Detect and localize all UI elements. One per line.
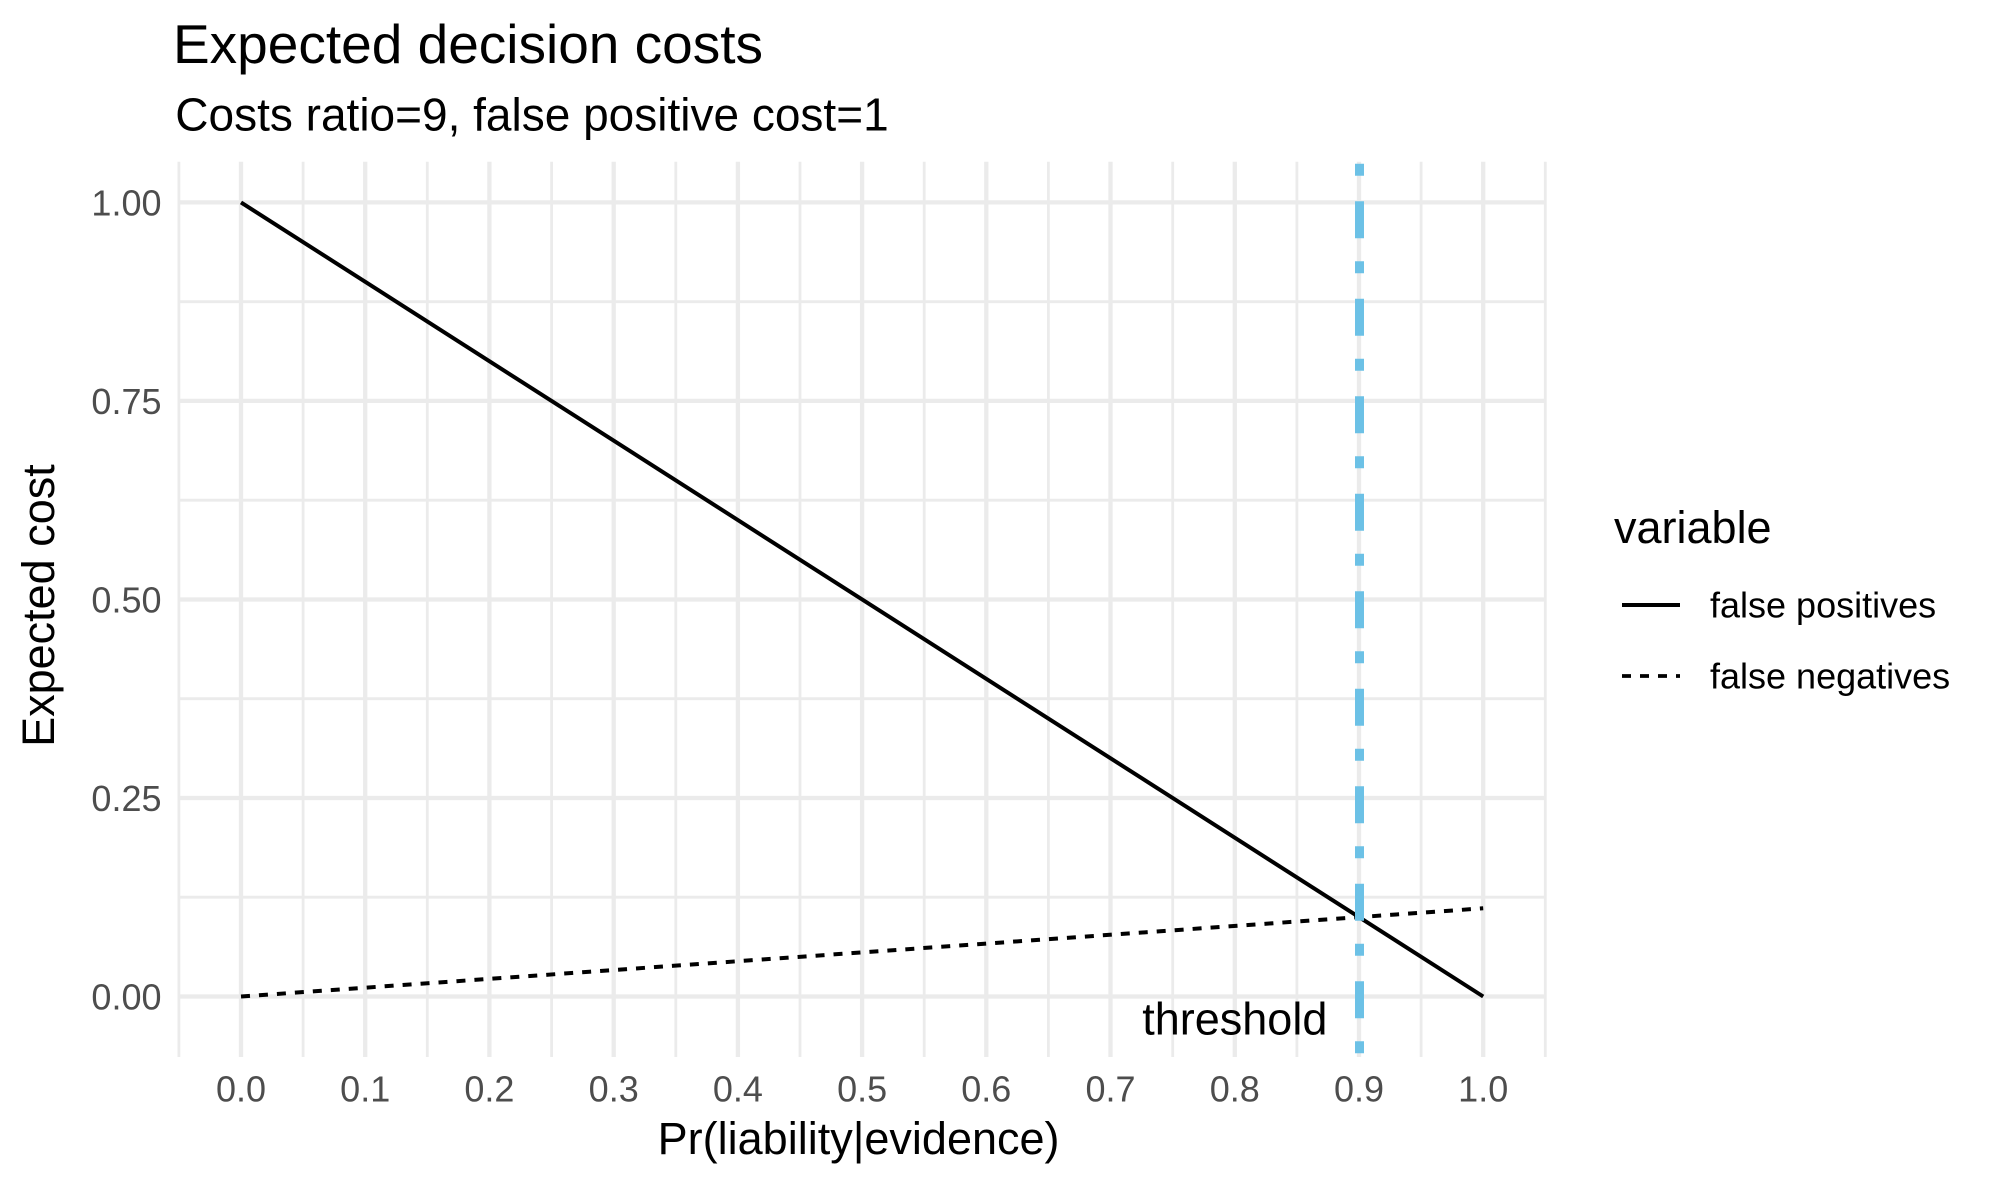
svg-text:false negatives: false negatives bbox=[1710, 656, 1950, 697]
svg-text:Expected cost: Expected cost bbox=[13, 464, 64, 747]
svg-text:variable: variable bbox=[1614, 502, 1772, 553]
svg-text:Expected decision costs: Expected decision costs bbox=[173, 13, 763, 75]
svg-text:0.50: 0.50 bbox=[91, 580, 161, 621]
svg-text:0.00: 0.00 bbox=[91, 977, 161, 1018]
svg-text:Costs ratio=9, false positive: Costs ratio=9, false positive cost=1 bbox=[175, 88, 888, 140]
svg-text:threshold: threshold bbox=[1142, 994, 1327, 1045]
svg-text:0.7: 0.7 bbox=[1085, 1069, 1135, 1110]
svg-text:0.2: 0.2 bbox=[464, 1069, 514, 1110]
svg-text:Pr(liability|evidence): Pr(liability|evidence) bbox=[658, 1113, 1060, 1164]
svg-text:0.75: 0.75 bbox=[91, 381, 161, 422]
svg-text:0.3: 0.3 bbox=[589, 1069, 639, 1110]
svg-text:1.00: 1.00 bbox=[91, 182, 161, 223]
svg-text:1.0: 1.0 bbox=[1458, 1069, 1508, 1110]
svg-text:false positives: false positives bbox=[1710, 585, 1936, 626]
svg-text:0.4: 0.4 bbox=[713, 1069, 763, 1110]
svg-text:0.25: 0.25 bbox=[91, 778, 161, 819]
svg-text:0.5: 0.5 bbox=[837, 1069, 887, 1110]
svg-text:0.1: 0.1 bbox=[340, 1069, 390, 1110]
svg-text:0.0: 0.0 bbox=[216, 1069, 266, 1110]
svg-text:0.9: 0.9 bbox=[1334, 1069, 1384, 1110]
svg-text:0.8: 0.8 bbox=[1210, 1069, 1260, 1110]
svg-text:0.6: 0.6 bbox=[961, 1069, 1011, 1110]
